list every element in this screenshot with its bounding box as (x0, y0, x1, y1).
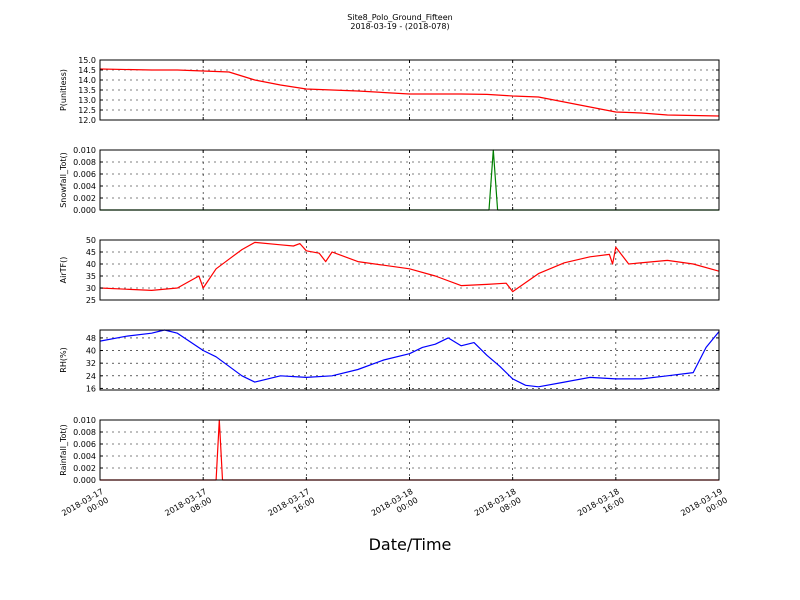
grid (99, 239, 720, 301)
y-tick-label: 12.0 (78, 116, 96, 125)
series-line (99, 241, 720, 293)
y-tick-label: 0.006 (73, 170, 96, 179)
panel-3: 25 30 35 40 45 50 AirTF() (59, 236, 720, 305)
y-tick-label: 0.002 (73, 464, 96, 473)
grid (99, 149, 720, 211)
y-axis-label: P(unitless) (59, 69, 68, 111)
y-tick-label: 0.004 (73, 452, 96, 461)
y-tick-label: 24 (86, 372, 96, 381)
y-tick-label: 40 (86, 260, 96, 269)
grid (99, 330, 720, 390)
y-tick-label: 0.004 (73, 182, 96, 191)
panel-2: 0.000 0.002 0.004 0.006 0.008 0.010 Snowfall_T… (59, 146, 720, 215)
y-axis-label: AirTF() (59, 257, 68, 284)
y-tick-label: 12.5 (78, 106, 96, 115)
panel-4: 16 24 32 40 48 RH(%) (59, 329, 720, 393)
y-tick-label: 35 (86, 272, 96, 281)
grid (99, 59, 720, 121)
y-tick-label: 0.006 (73, 440, 96, 449)
y-tick-label: 15.0 (78, 56, 96, 65)
x-axis-label: Date/Time (369, 535, 452, 554)
y-tick-label: 32 (86, 359, 96, 368)
y-tick-label: 14.5 (78, 66, 96, 75)
y-tick-label: 0.000 (73, 206, 96, 215)
panel-5: 0.000 0.002 0.004 0.006 0.008 0.010 Rainfall_T… (59, 416, 720, 485)
y-tick-label: 50 (86, 236, 96, 245)
y-axis-label: RH(%) (59, 347, 68, 372)
series-line (99, 329, 720, 388)
y-tick-label: 0.000 (73, 476, 96, 485)
panel-1: 12.012.513.013.514.014.515.0 P(unitless) (59, 56, 720, 125)
y-tick-label: 16 (86, 384, 96, 393)
y-tick-label: 14.0 (78, 76, 96, 85)
y-tick-label: 30 (86, 284, 96, 293)
y-tick-label: 45 (86, 248, 96, 257)
series-line (99, 68, 720, 117)
y-tick-label: 13.0 (78, 96, 96, 105)
y-tick-label: 0.008 (73, 158, 96, 167)
y-tick-label: 48 (86, 334, 96, 343)
chart-title: Site8_Polo_Ground_Fifteen (347, 13, 452, 22)
panels: 12.012.513.013.514.014.515.0 P(unitless) 0… (59, 56, 720, 485)
y-axis-label: Snowfall_Tot() (59, 152, 68, 208)
y-tick-label: 0.010 (73, 416, 96, 425)
y-tick-label: 13.5 (78, 86, 96, 95)
chart-subtitle: 2018-03-19 - (2018-078) (350, 22, 449, 31)
grid (99, 419, 720, 481)
y-tick-label: 0.008 (73, 428, 96, 437)
y-axis-label: Rainfall_Tot() (59, 424, 68, 476)
y-tick-label: 40 (86, 347, 96, 356)
y-tick-label: 25 (86, 296, 96, 305)
y-tick-label: 0.010 (73, 146, 96, 155)
y-tick-label: 0.002 (73, 194, 96, 203)
